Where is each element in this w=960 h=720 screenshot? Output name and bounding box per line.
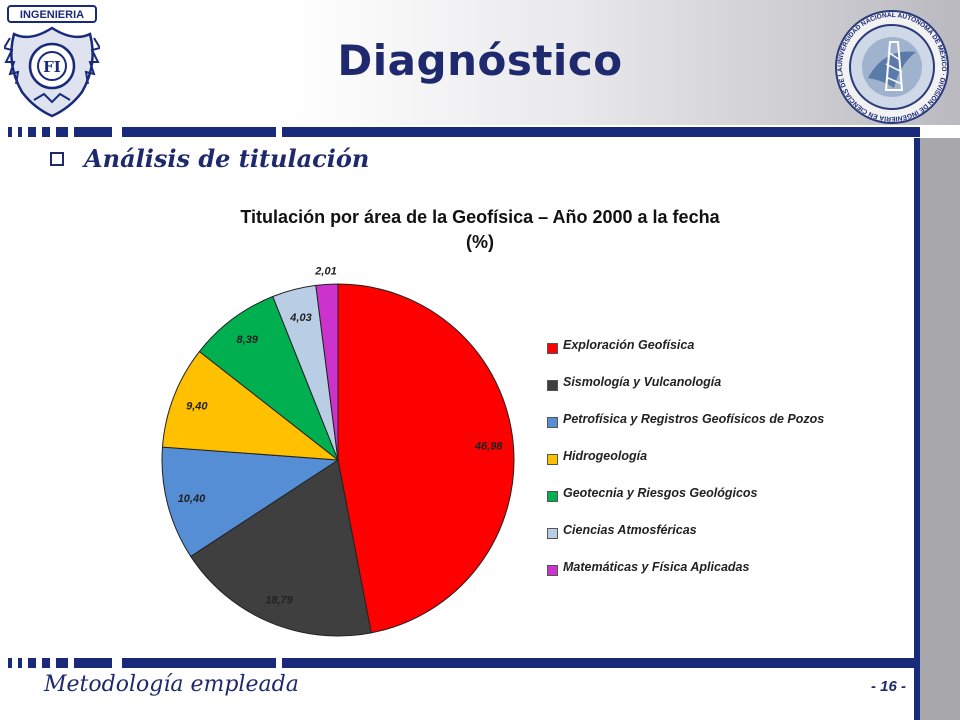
section-subtitle: Análisis de titulación <box>84 144 370 173</box>
pie-data-label-1: 18,79 <box>265 594 293 606</box>
page-number: - 16 - <box>870 678 906 695</box>
ingenieria-logo: INGENIERIA FI <box>4 5 100 118</box>
pie-data-label-0: 46,98 <box>474 441 503 453</box>
pie-data-label-4: 8,39 <box>237 334 259 346</box>
right-side-bar <box>920 138 960 720</box>
bottom-divider-rule <box>0 658 920 668</box>
legend-label-0: Exploración Geofísica <box>563 338 695 352</box>
logo-left-text: INGENIERIA <box>20 9 84 21</box>
pie-data-label-3: 9,40 <box>186 400 208 412</box>
chart-title-line2: (%) <box>466 232 494 252</box>
bullet-checkbox-icon <box>50 152 64 166</box>
legend-item-5: Ciencias Atmosféricas <box>547 523 857 560</box>
legend-item-4: Geotecnia y Riesgos Geológicos <box>547 486 857 523</box>
legend-swatch-5 <box>547 528 558 539</box>
legend-item-3: Hidrogeología <box>547 449 857 486</box>
pie-data-label-6: 2,01 <box>314 265 336 277</box>
legend-swatch-6 <box>547 565 558 576</box>
pie-slice-3 <box>161 350 340 461</box>
pie-slice-0 <box>337 283 515 634</box>
header-band <box>0 0 960 125</box>
legend-label-3: Hidrogeología <box>563 449 648 463</box>
pie-slice-2 <box>161 446 340 558</box>
legend-swatch-3 <box>547 454 558 465</box>
pie-data-label-2: 10,40 <box>178 493 206 505</box>
pie-slice-1 <box>190 459 372 637</box>
chart-legend: Exploración Geofísica Sismología y Vulcan… <box>547 338 857 597</box>
legend-swatch-4 <box>547 491 558 502</box>
chart-title: Titulación por área de la Geofísica – Añ… <box>200 205 760 255</box>
right-side-bar-line <box>914 138 920 720</box>
dict-seal-logo: UNIVERSIDAD NACIONAL AUTÓNOMA DE MÉXICO … <box>828 8 949 124</box>
page-title: Diagnóstico <box>337 36 623 85</box>
legend-label-5: Ciencias Atmosféricas <box>563 523 697 537</box>
legend-item-2: Petrofísica y Registros Geofísicos de Po… <box>547 412 857 449</box>
pie-slice-4 <box>198 295 340 462</box>
footer-section-name: Metodología empleada <box>44 672 299 697</box>
legend-label-4: Geotecnia y Riesgos Geológicos <box>563 486 758 500</box>
chart-title-line1: Titulación por área de la Geofísica – Añ… <box>240 207 720 227</box>
pie-data-label-5: 4,03 <box>289 312 311 324</box>
legend-item-0: Exploración Geofísica <box>547 338 857 375</box>
legend-swatch-0 <box>547 343 558 354</box>
top-divider-rule <box>0 127 920 137</box>
logo-left-monogram: FI <box>43 58 61 76</box>
pie-slice-6 <box>315 283 339 461</box>
legend-item-1: Sismología y Vulcanología <box>547 375 857 412</box>
legend-label-6: Matemáticas y Física Aplicadas <box>563 560 750 574</box>
legend-swatch-1 <box>547 380 558 391</box>
legend-item-6: Matemáticas y Física Aplicadas <box>547 560 857 597</box>
legend-label-1: Sismología y Vulcanología <box>563 375 722 389</box>
legend-swatch-2 <box>547 417 558 428</box>
legend-label-2: Petrofísica y Registros Geofísicos de Po… <box>563 412 825 426</box>
